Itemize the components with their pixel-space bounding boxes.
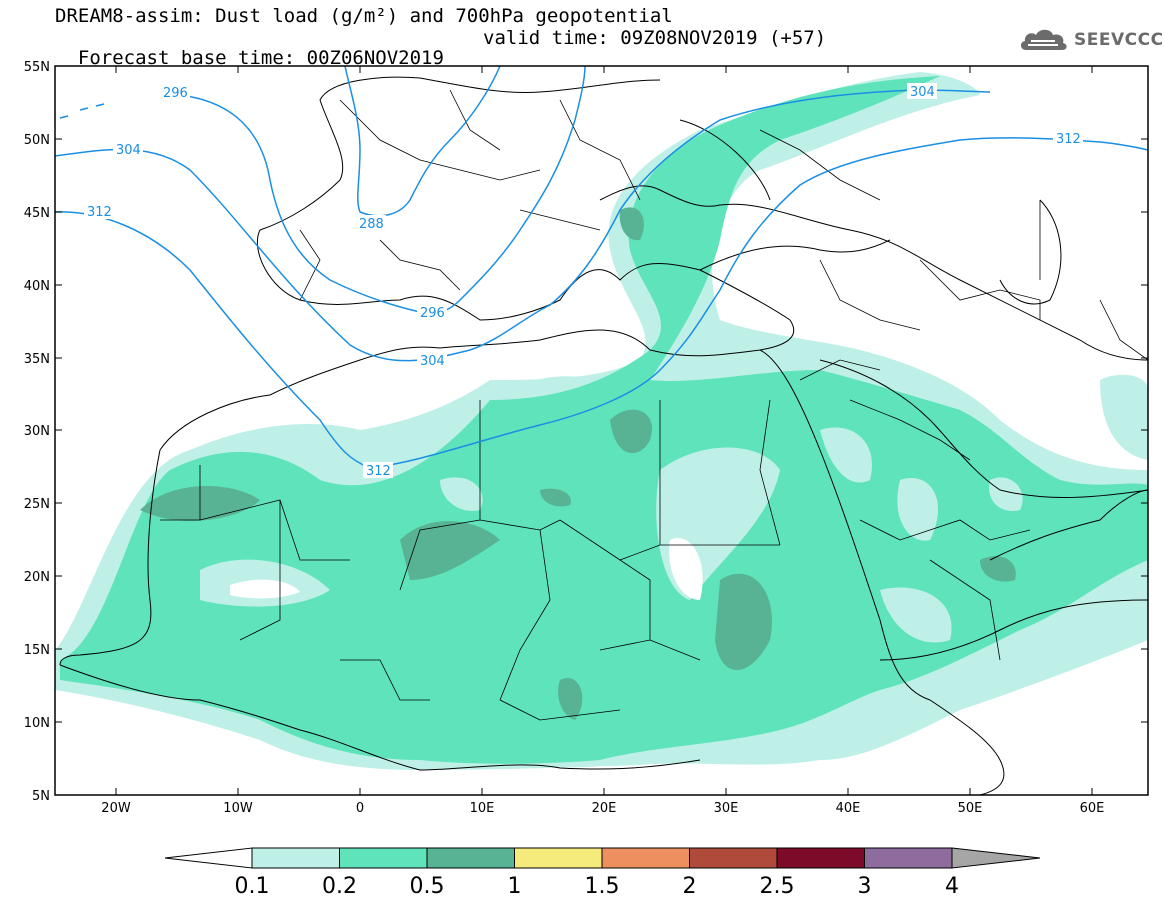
colorbar-label: 4 [945,874,959,899]
colorbar-label: 2 [683,874,697,899]
lat-label: 50N [24,133,50,148]
logo-text: SEEVCCC [1074,30,1164,50]
forecast-times: Forecast base time: 00Z06NOV2019 valid t… [55,28,826,88]
colorbar-label: 0.5 [410,874,445,899]
lon-label: 40E [836,801,861,816]
colorbar-segment [689,847,778,869]
contour-label: 312 [87,205,112,220]
contour-label: 304 [116,143,141,158]
lon-label: 20E [592,801,617,816]
colorbar-label: 1.5 [585,874,620,899]
colorbar-segment [864,847,953,869]
colorbar-segment [426,847,515,869]
lat-label: 5N [32,789,50,804]
lat-label: 15N [24,643,50,658]
lat-label: 10N [24,716,50,731]
lat-label: 35N [24,352,50,367]
colorbar-label: 0.2 [322,874,357,899]
axis-ticks [55,65,1148,796]
colorbar-segment [339,847,428,869]
lon-label: 30E [714,801,739,816]
lat-label: 40N [24,279,50,294]
colorbar-label: 1 [508,874,522,899]
cloud-icon [1020,29,1067,50]
contour-label: 304 [420,354,445,369]
contour-label: 296 [420,306,445,321]
latitude-labels: 55N 50N 45N 40N 35N 30N 25N 20N 15N 10N 5N [24,60,50,804]
colorbar-under-triangle [164,847,253,869]
contour-label: 288 [359,217,384,232]
lon-label: 20W [101,801,131,816]
base-time: Forecast base time: 00Z06NOV2019 [77,47,444,69]
colorbar-segment [601,847,690,869]
colorbar-label: 3 [858,874,872,899]
colorbar: 0.1 0.2 0.5 1 1.5 2 2.5 3 4 [164,847,1041,899]
lat-label: 20N [24,570,50,585]
lon-label: 50E [958,801,983,816]
colorbar-segment [514,847,603,869]
lon-label: 10W [223,801,253,816]
valid-time: valid time: 09Z08NOV2019 (+57) [483,27,827,49]
borders [160,89,1148,721]
contour-label: 312 [366,464,391,479]
lat-label: 45N [24,206,50,221]
lat-label: 25N [24,497,50,512]
lon-label: 10E [470,801,495,816]
colorbar-segment [776,847,865,869]
lat-label: 30N [24,424,50,439]
lat-label: 55N [24,60,50,75]
colorbar-over-triangle [951,847,1041,869]
seevccc-logo: SEEVCCC [1018,26,1164,54]
lon-label: 60E [1080,801,1105,816]
colorbar-label: 0.1 [235,874,270,899]
contour-labels: 296 304 312 288 296 304 312 304 312 [84,83,1083,479]
contour-label: 312 [1056,132,1081,147]
coastlines [59,76,1148,795]
contour-label: 296 [163,86,188,101]
contour-label: 304 [910,85,935,100]
geopotential-contours [55,66,1148,469]
dust-shading [55,66,1148,795]
map-title: DREAM8-assim: Dust load (g/m²) and 700hP… [55,5,673,27]
longitude-labels: 20W 10W 0 10E 20E 30E 40E 50E 60E [101,801,1104,816]
lon-label: 0 [356,801,364,816]
colorbar-label: 2.5 [760,874,795,899]
colorbar-segment [251,847,340,869]
